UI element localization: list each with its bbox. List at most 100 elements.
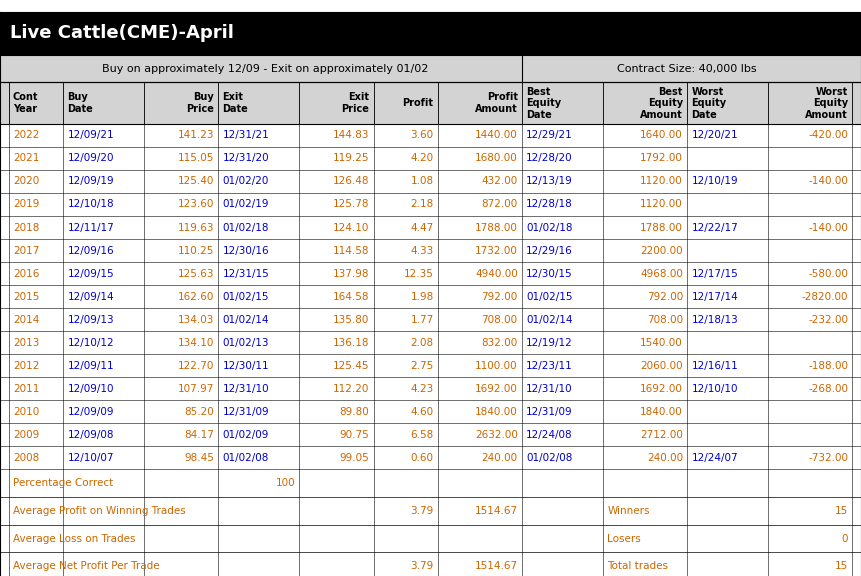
Text: 125.63: 125.63 (177, 268, 214, 279)
Text: 1.98: 1.98 (411, 291, 434, 302)
Text: 1792.00: 1792.00 (640, 153, 683, 164)
Text: -580.00: -580.00 (808, 268, 848, 279)
Text: 162.60: 162.60 (177, 291, 214, 302)
Text: 2016: 2016 (13, 268, 40, 279)
Text: 2009: 2009 (13, 430, 39, 440)
Text: 12/29/16: 12/29/16 (526, 245, 573, 256)
Text: 85.20: 85.20 (184, 407, 214, 417)
Text: 2021: 2021 (13, 153, 40, 164)
Text: 4.60: 4.60 (411, 407, 434, 417)
Text: 01/02/14: 01/02/14 (526, 314, 573, 325)
Text: Buy
Price: Buy Price (186, 92, 214, 114)
Text: 01/02/19: 01/02/19 (223, 199, 269, 210)
Text: 12/10/18: 12/10/18 (67, 199, 114, 210)
Text: 1640.00: 1640.00 (640, 130, 683, 141)
Text: 2019: 2019 (13, 199, 40, 210)
Text: 432.00: 432.00 (481, 176, 517, 187)
Text: 01/02/15: 01/02/15 (223, 291, 269, 302)
Text: 2008: 2008 (13, 453, 39, 463)
Text: 12/28/20: 12/28/20 (526, 153, 573, 164)
Text: 12/17/15: 12/17/15 (691, 268, 738, 279)
Text: -140.00: -140.00 (808, 222, 848, 233)
Text: 1540.00: 1540.00 (640, 338, 683, 348)
Text: 12/10/10: 12/10/10 (691, 384, 738, 394)
Text: 1692.00: 1692.00 (640, 384, 683, 394)
Text: 89.80: 89.80 (339, 407, 369, 417)
Text: 01/02/15: 01/02/15 (526, 291, 573, 302)
Text: 12/24/07: 12/24/07 (691, 453, 738, 463)
Text: Live Cattle(CME)-April: Live Cattle(CME)-April (10, 24, 234, 42)
Bar (0, 147, 861, 170)
Text: 12/24/08: 12/24/08 (526, 430, 573, 440)
Text: 4968.00: 4968.00 (640, 268, 683, 279)
Text: 12/10/07: 12/10/07 (67, 453, 114, 463)
Text: 125.45: 125.45 (333, 361, 369, 371)
Text: 1692.00: 1692.00 (474, 384, 517, 394)
Text: Winners: Winners (607, 506, 650, 516)
Text: 15: 15 (835, 506, 848, 516)
Text: 4.47: 4.47 (411, 222, 434, 233)
Text: 12/09/15: 12/09/15 (67, 268, 114, 279)
Text: 1120.00: 1120.00 (640, 199, 683, 210)
Text: 01/02/18: 01/02/18 (223, 222, 269, 233)
Text: 15: 15 (835, 561, 848, 571)
Bar (0, 354, 861, 377)
Text: Profit: Profit (403, 98, 434, 108)
Text: 12/09/09: 12/09/09 (67, 407, 114, 417)
Text: 12/13/19: 12/13/19 (526, 176, 573, 187)
Text: 240.00: 240.00 (647, 453, 683, 463)
Bar (0, 82, 861, 124)
Text: 708.00: 708.00 (647, 314, 683, 325)
Text: 123.60: 123.60 (177, 199, 214, 210)
Text: 4.23: 4.23 (411, 384, 434, 394)
Text: 134.03: 134.03 (177, 314, 214, 325)
Bar (0, 423, 861, 446)
Text: 99.05: 99.05 (339, 453, 369, 463)
Text: 141.23: 141.23 (177, 130, 214, 141)
Text: 12/28/18: 12/28/18 (526, 199, 573, 210)
Text: Average Net Profit Per Trade: Average Net Profit Per Trade (13, 561, 159, 571)
Text: 1440.00: 1440.00 (475, 130, 517, 141)
Text: 100: 100 (276, 478, 295, 488)
Bar (0, 216, 861, 239)
Text: 98.45: 98.45 (184, 453, 214, 463)
Text: 12/31/10: 12/31/10 (223, 384, 269, 394)
Text: -732.00: -732.00 (808, 453, 848, 463)
Text: 1120.00: 1120.00 (640, 176, 683, 187)
Bar (0, 525, 861, 552)
Text: 12/31/21: 12/31/21 (223, 130, 269, 141)
Text: 12.35: 12.35 (404, 268, 434, 279)
Text: 792.00: 792.00 (647, 291, 683, 302)
Text: 12/22/17: 12/22/17 (691, 222, 738, 233)
Bar (0, 377, 861, 400)
Text: 1.08: 1.08 (411, 176, 434, 187)
Text: Exit
Date: Exit Date (223, 92, 248, 114)
Text: 164.58: 164.58 (333, 291, 369, 302)
Bar (0, 308, 861, 331)
Text: 12/09/21: 12/09/21 (67, 130, 114, 141)
Text: 01/02/14: 01/02/14 (223, 314, 269, 325)
Text: 12/09/10: 12/09/10 (67, 384, 114, 394)
Text: 0: 0 (841, 533, 848, 544)
Text: 119.63: 119.63 (177, 222, 214, 233)
Text: 144.83: 144.83 (333, 130, 369, 141)
Text: 2.75: 2.75 (411, 361, 434, 371)
Text: 2014: 2014 (13, 314, 40, 325)
Text: Best
Equity
Amount: Best Equity Amount (640, 86, 683, 120)
Text: 12/29/21: 12/29/21 (526, 130, 573, 141)
Text: 3.79: 3.79 (411, 506, 434, 516)
Text: 01/02/08: 01/02/08 (223, 453, 269, 463)
Text: 115.05: 115.05 (177, 153, 214, 164)
Text: 12/19/12: 12/19/12 (526, 338, 573, 348)
Text: 12/17/14: 12/17/14 (691, 291, 738, 302)
Text: 1840.00: 1840.00 (640, 407, 683, 417)
Text: 1514.67: 1514.67 (474, 561, 517, 571)
Bar (0, 285, 861, 308)
Text: 12/30/15: 12/30/15 (526, 268, 573, 279)
Text: 2200.00: 2200.00 (641, 245, 683, 256)
Text: 112.20: 112.20 (333, 384, 369, 394)
Text: Average Loss on Trades: Average Loss on Trades (13, 533, 135, 544)
Text: 12/31/10: 12/31/10 (526, 384, 573, 394)
Text: 01/02/08: 01/02/08 (526, 453, 573, 463)
Text: Worst
Equity
Amount: Worst Equity Amount (805, 86, 848, 120)
